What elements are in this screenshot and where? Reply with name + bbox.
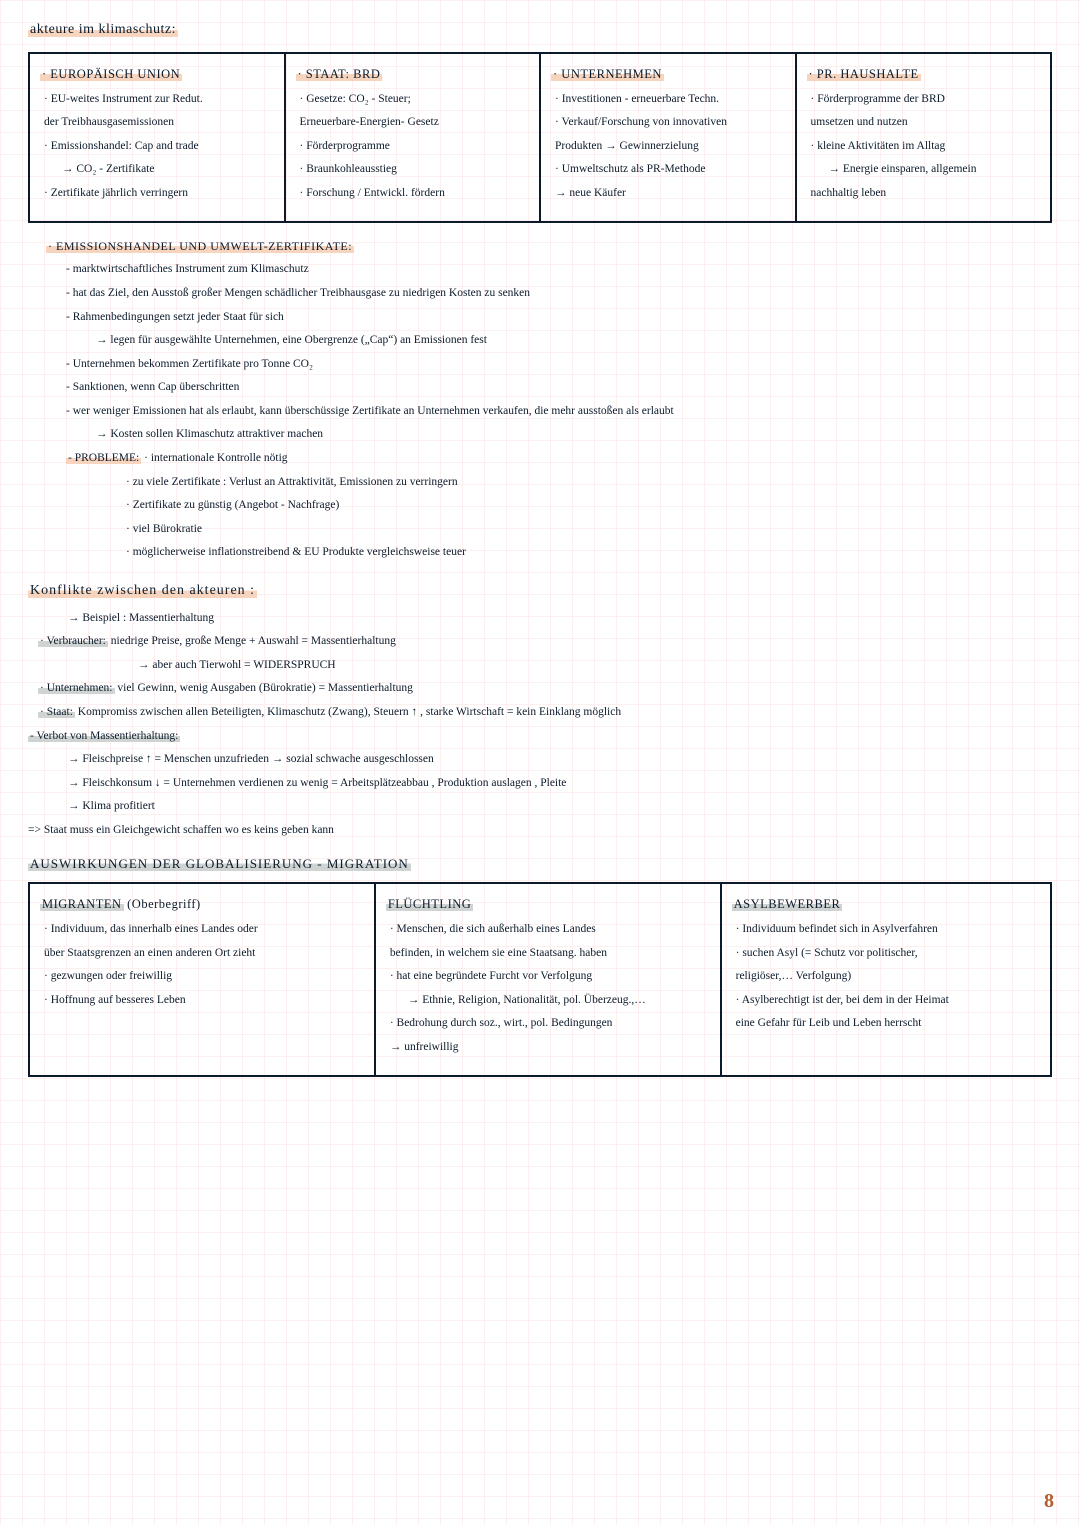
emissions-heading: · EMISSIONSHANDEL UND UMWELT-ZERTIFIKATE… <box>46 239 354 253</box>
konflikte-block: → Beispiel : Massentierhaltung · Verbrau… <box>28 607 1052 843</box>
verbot-line: → Fleischpreise ↑ = Menschen unzufrieden… <box>68 748 1052 772</box>
cell: → CO₂ - Zertifikate <box>62 158 274 182</box>
cell: befinden, in welchem sie eine Staatsang.… <box>390 942 710 966</box>
konflikte-verbot: - Verbot von Massentierhaltung: <box>28 725 1052 749</box>
text-staat: Kompromiss zwischen allen Beteiligten, K… <box>78 706 621 718</box>
probleme-item: · möglicherweise inflationstreibend & EU… <box>126 541 1052 565</box>
cell: · hat eine begründete Furcht vor Verfolg… <box>390 965 710 989</box>
verbot-line: → Klima profitiert <box>68 795 1052 819</box>
probleme-item: · viel Bürokratie <box>126 518 1052 542</box>
cell: Produkten → Gewinnerzielung <box>555 135 785 159</box>
actors-col-staat: · STAAT: BRD · Gesetze: CO₂ - Steuer; Er… <box>286 54 542 221</box>
emissions-notes: - marktwirtschaftliches Instrument zum K… <box>66 258 1052 564</box>
migration-heading-wrap: AUSWIRKUNGEN DER GLOBALISIERUNG - MIGRAT… <box>28 856 1052 872</box>
cell: · suchen Asyl (= Schutz vor politischer, <box>736 942 1040 966</box>
cell: · Braunkohleausstieg <box>300 158 530 182</box>
cell: über Staatsgrenzen an einen anderen Ort … <box>44 942 364 966</box>
note-line: - marktwirtschaftliches Instrument zum K… <box>66 258 1052 282</box>
col-head-fluechtling: FLÜCHTLING <box>386 897 473 911</box>
konflikte-unternehmen: · Unternehmen: viel Gewinn, wenig Ausgab… <box>38 677 1052 701</box>
cell: umsetzen und nutzen <box>811 111 1041 135</box>
label-unternehmen: · Unternehmen: <box>38 682 115 694</box>
page-number: 8 <box>1044 1490 1054 1513</box>
mig-col-migranten: MIGRANTEN (Oberbegriff) · Individuum, da… <box>30 884 376 1075</box>
probleme-item: · internationale Kontrolle nötig <box>144 452 287 464</box>
cell: · Förderprogramme der BRD <box>811 88 1041 112</box>
section-heading-actors: akteure im klimaschutz: <box>28 20 1052 38</box>
cell: · Individuum befindet sich in Asylverfah… <box>736 918 1040 942</box>
cell: · Investitionen - erneuerbare Techn. <box>555 88 785 112</box>
note-line: → legen für ausgewählte Unternehmen, ein… <box>96 329 1052 353</box>
label-verbraucher: · Verbraucher: <box>38 635 108 647</box>
note-line: - Unternehmen bekommen Zertifikate pro T… <box>66 353 1052 377</box>
cell: · gezwungen oder freiwillig <box>44 965 364 989</box>
cell: · kleine Aktivitäten im Alltag <box>811 135 1041 159</box>
cell: · Verkauf/Forschung von innovativen <box>555 111 785 135</box>
actors-table: · EUROPÄISCH UNION · EU-weites Instrumen… <box>28 52 1052 223</box>
konflikte-beispiel: → Beispiel : Massentierhaltung <box>68 607 1052 631</box>
cell: → Ethnie, Religion, Nationalität, pol. Ü… <box>408 989 710 1013</box>
cell: · Förderprogramme <box>300 135 530 159</box>
probleme-item: · Zertifikate zu günstig (Angebot - Nach… <box>126 494 1052 518</box>
cell: eine Gefahr für Leib und Leben herrscht <box>736 1012 1040 1036</box>
note-line: - hat das Ziel, den Ausstoß großer Menge… <box>66 282 1052 306</box>
cell: · Menschen, die sich außerhalb eines Lan… <box>390 918 710 942</box>
cell: · Bedrohung durch soz., wirt., pol. Bedi… <box>390 1012 710 1036</box>
note-line: - Rahmenbedingungen setzt jeder Staat fü… <box>66 306 1052 330</box>
cell: · Forschung / Entwickl. fördern <box>300 182 530 206</box>
actors-col-unternehmen: · UNTERNEHMEN · Investitionen - erneuerb… <box>541 54 797 221</box>
text-unternehmen: viel Gewinn, wenig Ausgaben (Bürokratie)… <box>117 682 413 694</box>
migration-table: MIGRANTEN (Oberbegriff) · Individuum, da… <box>28 882 1052 1077</box>
col-head-eu: · EUROPÄISCH UNION <box>40 67 182 81</box>
cell: · Zertifikate jährlich verringern <box>44 182 274 206</box>
cell: · Asylberechtigt ist der, bei dem in der… <box>736 989 1040 1013</box>
label-staat: · Staat: <box>38 706 75 718</box>
col-head-migranten: MIGRANTEN <box>40 897 124 911</box>
col-head-unternehmen: · UNTERNEHMEN <box>551 67 664 81</box>
mig-col-fluechtling: FLÜCHTLING · Menschen, die sich außerhal… <box>376 884 722 1075</box>
cell: religiöser,… Verfolgung) <box>736 965 1040 989</box>
konflikte-verbraucher: · Verbraucher: niedrige Preise, große Me… <box>38 630 1052 654</box>
cell: nachhaltig leben <box>811 182 1041 206</box>
konflikte-conclusion: => Staat muss ein Gleichgewicht schaffen… <box>28 819 1052 843</box>
probleme-row: - PROBLEME: · internationale Kontrolle n… <box>66 447 1052 471</box>
cell: · EU-weites Instrument zur Redut. <box>44 88 274 112</box>
col-head-haushalte: · PR. HAUSHALTE <box>807 67 921 81</box>
note-line: → Kosten sollen Klimaschutz attraktiver … <box>96 423 1052 447</box>
konflikte-heading-wrap: Konflikte zwischen den akteuren : <box>28 583 1052 599</box>
col-head-migranten-suffix: (Oberbegriff) <box>124 897 201 911</box>
emissions-heading-wrap: · EMISSIONSHANDEL UND UMWELT-ZERTIFIKATE… <box>46 239 1052 254</box>
col-head-asyl: ASYLBEWERBER <box>732 897 843 911</box>
cell: · Emissionshandel: Cap and trade <box>44 135 274 159</box>
cell: → Energie einsparen, allgemein <box>829 158 1041 182</box>
label-verbot: - Verbot von Massentierhaltung: <box>28 730 180 742</box>
mig-col-asyl: ASYLBEWERBER · Individuum befindet sich … <box>722 884 1050 1075</box>
cell: → neue Käufer <box>555 182 785 206</box>
text-verbraucher: niedrige Preise, große Menge + Auswahl =… <box>111 635 396 647</box>
probleme-item: · zu viele Zertifikate : Verlust an Attr… <box>126 471 1052 495</box>
cell: der Treibhausgasemissionen <box>44 111 274 135</box>
konflikte-verbraucher-sub: → aber auch Tierwohl = WIDERSPRUCH <box>138 654 1052 678</box>
note-line: - Sanktionen, wenn Cap überschritten <box>66 376 1052 400</box>
cell: → unfreiwillig <box>390 1036 710 1060</box>
verbot-line: → Fleischkonsum ↓ = Unternehmen verdiene… <box>68 772 1052 796</box>
cell: Erneuerbare-Energien- Gesetz <box>300 111 530 135</box>
cell: · Hoffnung auf besseres Leben <box>44 989 364 1013</box>
konflikte-staat: · Staat: Kompromiss zwischen allen Betei… <box>38 701 1052 725</box>
col-head-staat: · STAAT: BRD <box>296 67 383 81</box>
migration-heading: AUSWIRKUNGEN DER GLOBALISIERUNG - MIGRAT… <box>28 856 411 871</box>
actors-col-eu: · EUROPÄISCH UNION · EU-weites Instrumen… <box>30 54 286 221</box>
cell: · Individuum, das innerhalb eines Landes… <box>44 918 364 942</box>
actors-col-haushalte: · PR. HAUSHALTE · Förderprogramme der BR… <box>797 54 1051 221</box>
note-line: - wer weniger Emissionen hat als erlaubt… <box>66 400 1052 424</box>
konflikte-heading: Konflikte zwischen den akteuren : <box>28 583 257 598</box>
cell: · Umweltschutz als PR-Methode <box>555 158 785 182</box>
heading-actors-text: akteure im klimaschutz: <box>28 22 178 37</box>
cell: · Gesetze: CO₂ - Steuer; <box>300 88 530 112</box>
probleme-label: - PROBLEME: <box>66 452 141 464</box>
